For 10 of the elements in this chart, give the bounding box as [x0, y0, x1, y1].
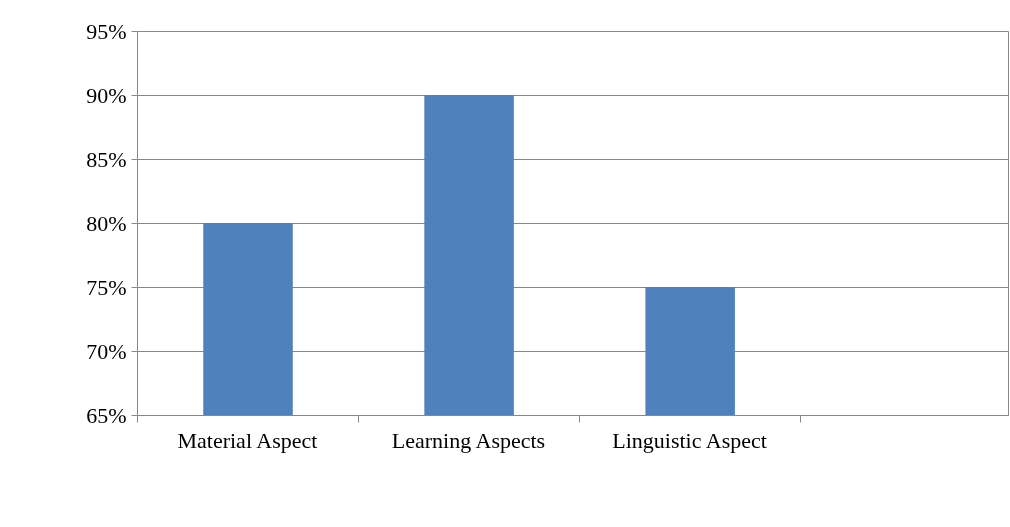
y-tick-label: 65% [86, 403, 127, 428]
x-tick-label: Learning Aspects [391, 427, 546, 453]
y-tick-label: 85% [86, 147, 127, 172]
y-tick-label: 70% [86, 339, 127, 364]
y-tick-label: 80% [86, 211, 127, 236]
x-tick-label: Material Aspect [177, 427, 318, 453]
y-tick-label: 75% [86, 275, 127, 300]
y-tick-label: 95% [86, 19, 127, 44]
x-tick-label: Linguistic Aspect [612, 427, 767, 453]
y-tick-label: 90% [86, 83, 127, 108]
